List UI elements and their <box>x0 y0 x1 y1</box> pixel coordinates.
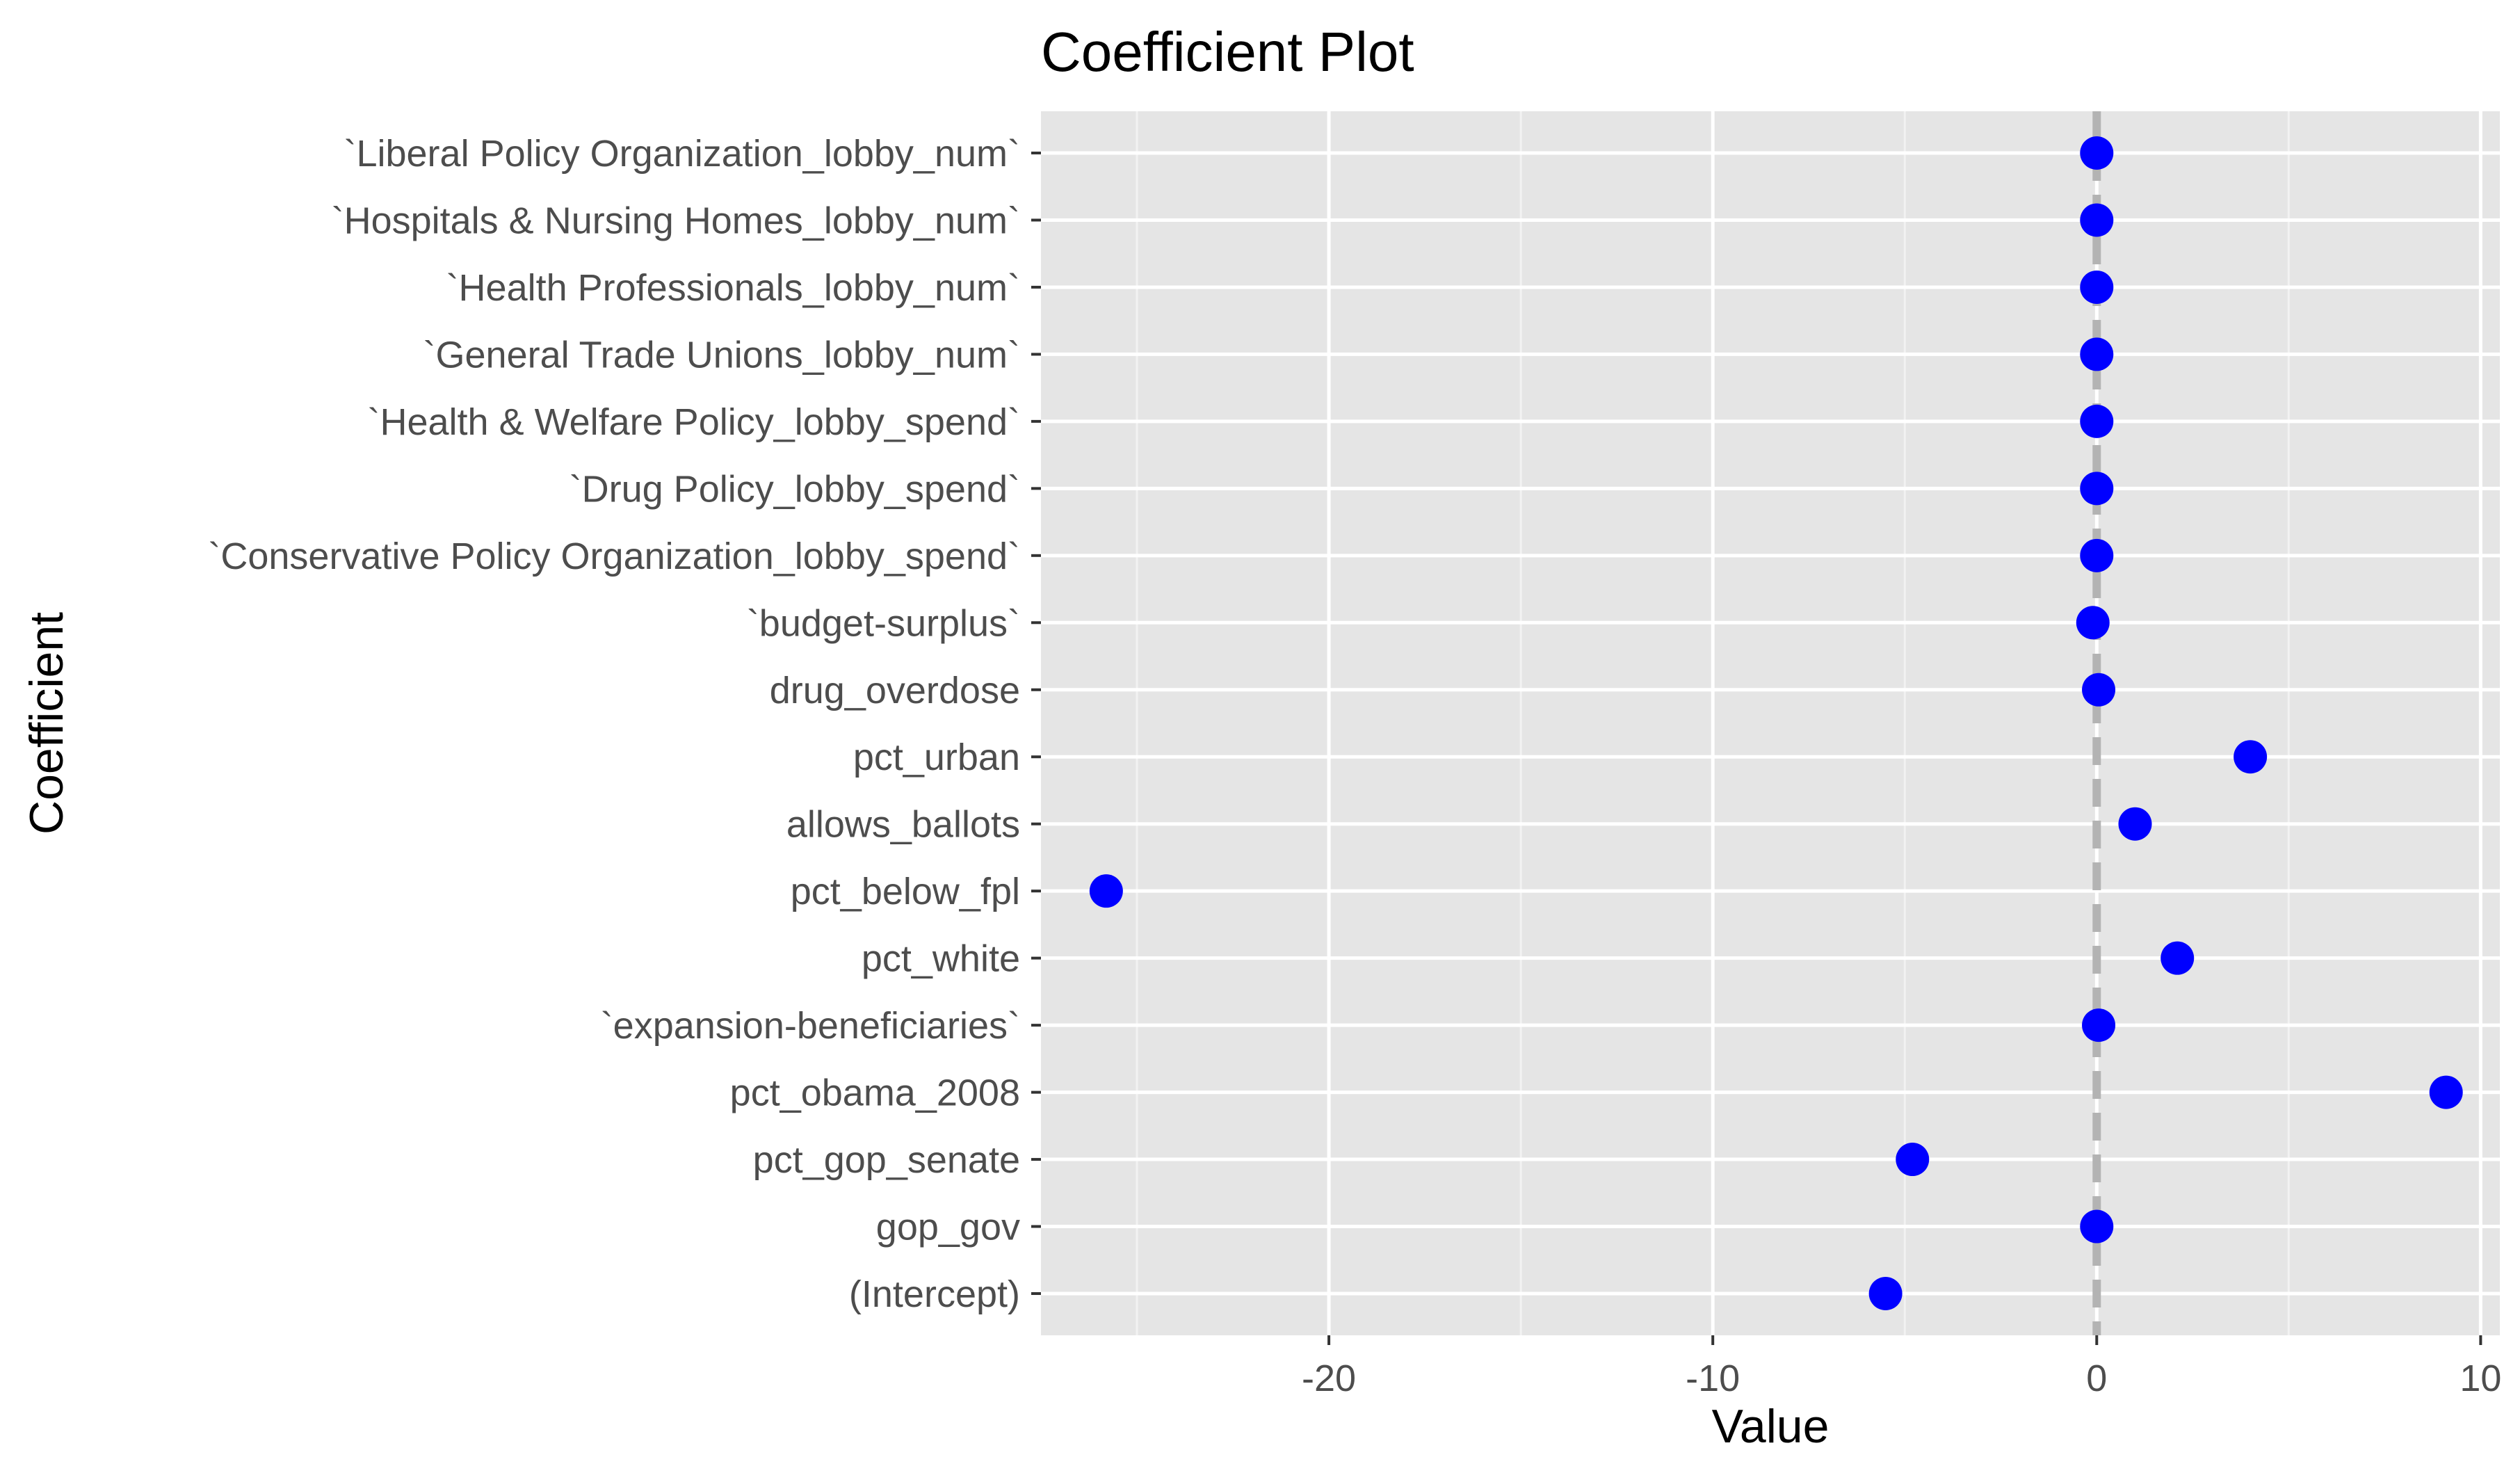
x-tick-label: 0 <box>2086 1358 2107 1399</box>
y-tick-label: pct_below_fpl <box>791 871 1020 912</box>
coefficient-point <box>2080 136 2114 170</box>
coefficient-point <box>2080 337 2114 371</box>
x-tick-label: -10 <box>1686 1358 1740 1399</box>
coefficient-point <box>2080 538 2114 572</box>
y-tick-label: `Conservative Policy Organization_lobby_… <box>208 536 1020 577</box>
coefficient-point <box>1868 1277 1903 1310</box>
x-axis-title: Value <box>1712 1400 1830 1453</box>
coefficient-point <box>2080 203 2114 237</box>
y-tick-label: `Liberal Policy Organization_lobby_num` <box>344 133 1020 175</box>
coefficient-point <box>2118 807 2152 841</box>
y-tick-label: `General Trade Unions_lobby_num` <box>423 334 1020 376</box>
x-tick-label: 10 <box>2460 1358 2501 1399</box>
coefficient-point <box>1089 874 1123 908</box>
y-tick-label: pct_white <box>862 938 1020 980</box>
y-tick-label: (Intercept) <box>849 1273 1020 1315</box>
coefficient-point <box>2429 1075 2463 1109</box>
minor-gridlines <box>1136 111 2290 1335</box>
y-axis-ticks: `Liberal Policy Organization_lobby_num` `… <box>208 133 1041 1315</box>
y-tick-label: gop_gov <box>876 1207 1020 1248</box>
coefficient-point <box>2080 270 2114 304</box>
coefficient-point <box>2080 1209 2114 1243</box>
major-gridlines <box>1041 111 2500 1335</box>
y-tick-label: `Hospitals & Nursing Homes_lobby_num` <box>332 200 1020 241</box>
y-tick-label: `Drug Policy_lobby_spend` <box>570 468 1020 510</box>
y-tick-label: `Health & Welfare Policy_lobby_spend` <box>368 401 1021 443</box>
coefficient-point <box>2082 1008 2116 1043</box>
y-tick-label: drug_overdose <box>770 670 1020 711</box>
coefficient-point <box>2234 740 2268 774</box>
x-axis-ticks: -20 -10 0 10 <box>1302 1335 2501 1399</box>
y-tick-label: pct_gop_senate <box>753 1139 1020 1181</box>
coefficient-points <box>1089 136 2463 1310</box>
y-tick-label: pct_urban <box>853 736 1020 778</box>
coefficient-point <box>2076 606 2110 640</box>
y-tick-label: `budget-surplus` <box>747 602 1020 644</box>
chart-title: Coefficient Plot <box>1041 21 1414 83</box>
coefficient-point <box>2080 472 2114 506</box>
y-tick-label: pct_obama_2008 <box>730 1072 1020 1114</box>
coefficient-point <box>1896 1143 1930 1177</box>
y-tick-label: allows_ballots <box>786 804 1020 846</box>
y-tick-label: `expansion-beneficiaries` <box>601 1005 1020 1047</box>
coefficient-point <box>2080 404 2114 438</box>
coefficient-point <box>2082 673 2116 707</box>
y-tick-label: `Health Professionals_lobby_num` <box>446 267 1020 309</box>
plot-panel <box>1041 111 2500 1335</box>
y-axis-title: Coefficient <box>20 612 73 835</box>
coefficient-point <box>2160 941 2195 975</box>
x-tick-label: -20 <box>1302 1358 1356 1399</box>
